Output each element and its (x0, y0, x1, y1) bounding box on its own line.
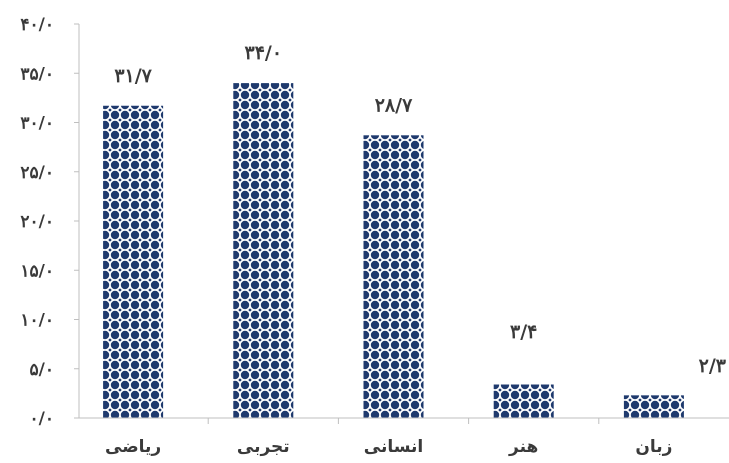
bar-2 (363, 135, 424, 418)
y-tick-label: ۲۵/۰ (20, 163, 54, 183)
x-category-label: زبان (635, 437, 672, 457)
x-category-label: انسانی (364, 437, 423, 457)
x-category-label: ریاضی (105, 437, 161, 457)
bar-4 (623, 395, 684, 418)
data-label: ۳۴/۰ (245, 42, 283, 64)
y-axis: ۰/۰ ۵/۰ ۱۰/۰ ۱۵/۰ ۲۰/۰ ۲۵/۰ ۳۰/۰ ۳۵/۰ ۴۰/۰ (20, 15, 80, 429)
data-label: ۳/۴ (510, 321, 537, 343)
y-tick-label: ۴۰/۰ (20, 15, 54, 35)
data-label: ۳۱/۷ (114, 65, 152, 87)
x-category-label: هنر (508, 437, 538, 457)
data-label: ۲۸/۷ (375, 94, 413, 116)
y-tick-label: ۱۰/۰ (20, 311, 54, 331)
y-tick-label: ۲۰/۰ (20, 212, 54, 232)
y-tick-label: ۳۰/۰ (20, 114, 54, 134)
y-tick-label: ۱۵/۰ (20, 261, 54, 281)
y-tick-label: ۳۵/۰ (20, 64, 54, 84)
bar-3 (493, 384, 554, 418)
x-category-label: تجربی (237, 437, 290, 457)
y-tick-label: ۰/۰ (30, 409, 54, 429)
x-axis: ریاضی تجربی انسانی هنر زبان (79, 417, 729, 457)
bar-1 (233, 83, 294, 418)
bars: ۳۱/۷ ۳۴/۰ ۲۸/۷ ۳/۴ ۲/۳ (103, 42, 727, 418)
bar-0 (103, 105, 164, 418)
y-tick-label: ۵/۰ (30, 360, 54, 380)
data-label: ۲/۳ (699, 355, 727, 377)
